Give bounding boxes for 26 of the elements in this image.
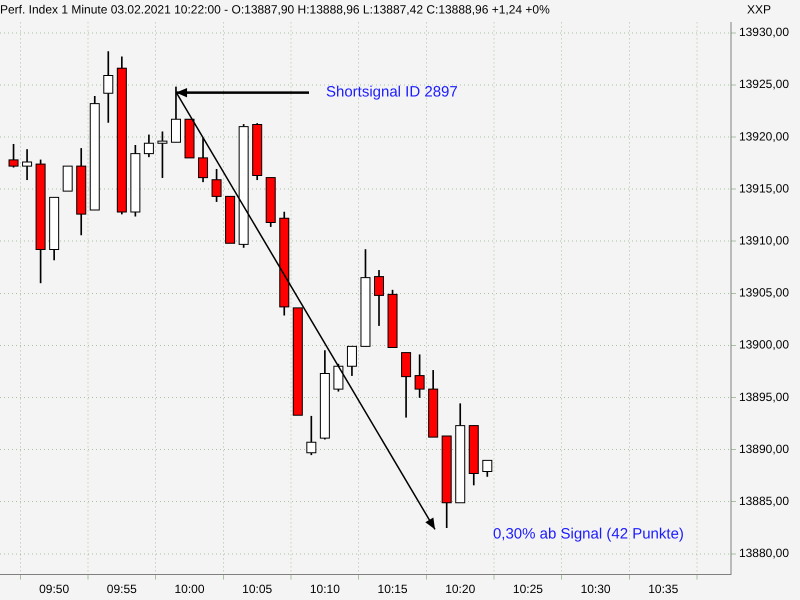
annotation: Shortsignal ID 2897 bbox=[326, 83, 458, 100]
x-tick-label: 10:10 bbox=[310, 582, 340, 596]
y-axis-title: XXP bbox=[746, 2, 771, 16]
y-tick-label: 13925,00 bbox=[738, 77, 790, 92]
chart-title: Perf. Index 1 Minute 03.02.2021 10:22:00 - O:13887,90 H:13888,96 L:13887,42 C:13888,96 +1,24 +0% bbox=[0, 2, 550, 17]
y-tick-label: 13915,00 bbox=[738, 181, 790, 196]
candlestick bbox=[184, 118, 195, 158]
y-tick-label: 13890,00 bbox=[738, 442, 790, 456]
x-tick-label: 10:35 bbox=[648, 582, 679, 596]
x-tick-label: 10:00 bbox=[174, 582, 205, 596]
y-tick-label: 13920,00 bbox=[738, 129, 790, 144]
x-tick-label: 10:25 bbox=[512, 582, 544, 596]
y-tick-label: 13930,00 bbox=[738, 25, 790, 40]
x-tick-label: 10:15 bbox=[378, 582, 408, 596]
x-tick-label: 10:30 bbox=[580, 582, 611, 596]
y-tick-label: 13885,00 bbox=[738, 494, 790, 508]
y-tick-label: 13895,00 bbox=[738, 390, 790, 404]
x-tick-label: 09:55 bbox=[106, 582, 138, 596]
y-tick-label: 13900,00 bbox=[738, 338, 790, 352]
x-tick-label: 09:50 bbox=[39, 582, 70, 596]
annotation: 0,30% ab Signal (42 Punkte) bbox=[492, 526, 684, 543]
y-tick-label: 13905,00 bbox=[738, 286, 790, 300]
x-tick-label: 10:20 bbox=[445, 582, 476, 596]
y-tick-label: 13910,00 bbox=[738, 234, 790, 248]
x-tick-label: 10:05 bbox=[242, 582, 273, 596]
y-tick-label: 13880,00 bbox=[738, 546, 790, 560]
